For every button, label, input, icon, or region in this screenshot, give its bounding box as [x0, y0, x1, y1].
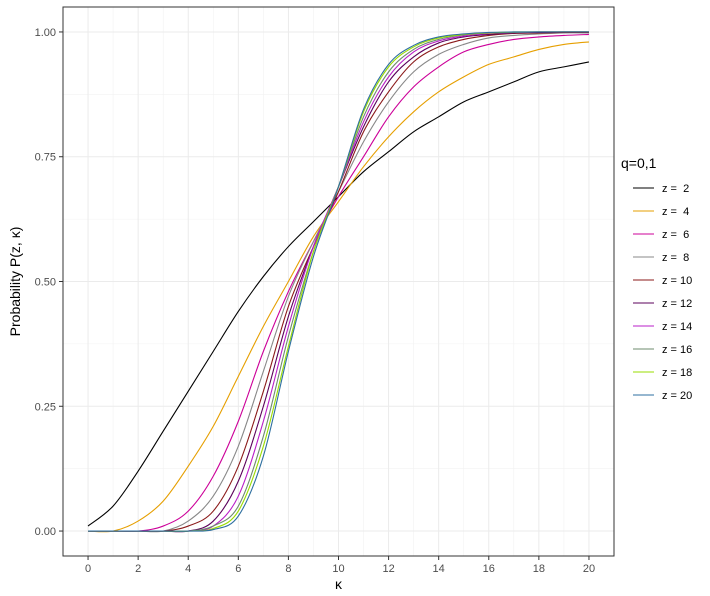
x-tick-label: 18 [533, 563, 545, 575]
x-tick-label: 4 [185, 563, 191, 575]
y-axis-ticks: 0.00 0.25 0.50 0.75 1.00 [35, 27, 63, 538]
y-tick-label: 1.00 [35, 27, 56, 39]
series-line-2 [88, 41, 590, 533]
legend-label-1: z = 2 [662, 183, 689, 195]
legend-label-9: z = 18 [662, 367, 692, 379]
legend-label-2: z = 4 [662, 206, 689, 218]
x-axis-ticks: 0 2 4 6 8 10 12 14 16 18 20 [85, 556, 595, 575]
x-tick-label: 14 [433, 563, 445, 575]
x-tick-label: 16 [483, 563, 495, 575]
x-tick-label: 12 [382, 563, 394, 575]
x-tick-label: 20 [583, 563, 595, 575]
legend: z = 2 z = 4 z = 6 z = 8 z = 10 z = 12 z = 14 z … [633, 183, 692, 402]
legend-label-3: z = 6 [662, 229, 689, 241]
series-lines [87, 31, 590, 533]
major-gridlines [63, 7, 614, 556]
legend-label-10: z = 20 [662, 390, 692, 402]
legend-label-8: z = 16 [662, 344, 692, 356]
legend-label-7: z = 14 [662, 321, 692, 333]
series-line-3 [88, 33, 589, 532]
y-tick-label: 0.25 [35, 401, 56, 413]
legend-label-6: z = 12 [662, 298, 692, 310]
legend-label-5: z = 10 [662, 275, 692, 287]
x-tick-label: 0 [85, 563, 91, 575]
x-tick-label: 8 [285, 563, 291, 575]
x-axis-title: κ [335, 576, 343, 592]
y-axis-title: Probability P(z, κ) [7, 227, 23, 337]
legend-label-4: z = 8 [662, 252, 689, 264]
series-line-10 [88, 31, 589, 532]
x-tick-label: 6 [235, 563, 241, 575]
y-tick-label: 0.50 [35, 277, 56, 289]
legend-title: q=0,1 [621, 155, 657, 171]
series-line-5 [88, 31, 589, 532]
y-tick-label: 0.75 [35, 152, 56, 164]
y-tick-label: 0.00 [35, 526, 56, 538]
x-tick-label: 2 [135, 563, 141, 575]
x-tick-label: 10 [332, 563, 344, 575]
